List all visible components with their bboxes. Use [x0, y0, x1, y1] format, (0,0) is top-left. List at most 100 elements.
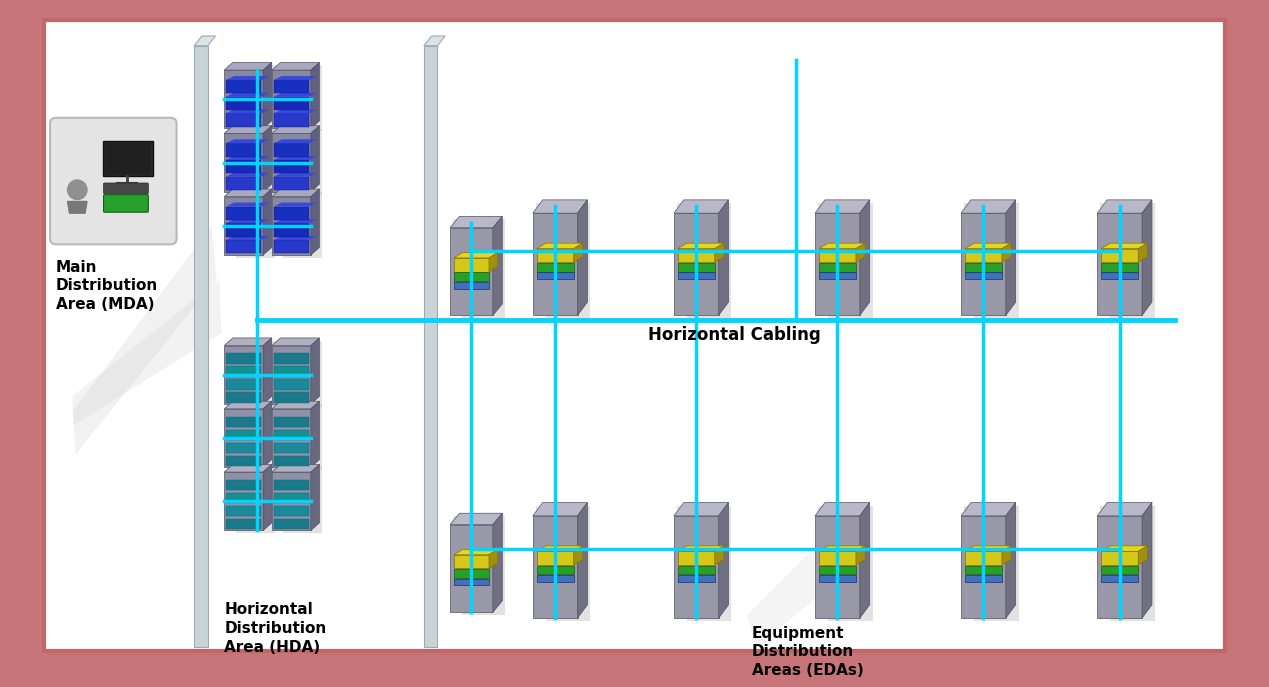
Polygon shape: [227, 404, 274, 470]
FancyBboxPatch shape: [272, 409, 311, 467]
Polygon shape: [1003, 243, 1011, 262]
FancyBboxPatch shape: [819, 575, 855, 582]
FancyBboxPatch shape: [225, 70, 263, 128]
FancyBboxPatch shape: [1101, 249, 1138, 262]
FancyBboxPatch shape: [226, 442, 261, 453]
Polygon shape: [227, 467, 274, 533]
Circle shape: [67, 180, 88, 199]
FancyBboxPatch shape: [815, 213, 860, 315]
FancyBboxPatch shape: [103, 141, 154, 176]
FancyBboxPatch shape: [274, 506, 308, 516]
Polygon shape: [453, 516, 505, 615]
FancyBboxPatch shape: [226, 379, 261, 390]
FancyBboxPatch shape: [274, 160, 308, 173]
FancyBboxPatch shape: [272, 472, 311, 530]
FancyBboxPatch shape: [1098, 516, 1142, 618]
Polygon shape: [815, 503, 869, 516]
FancyBboxPatch shape: [819, 273, 855, 279]
Polygon shape: [747, 547, 825, 647]
FancyBboxPatch shape: [104, 183, 148, 194]
Polygon shape: [274, 219, 317, 223]
FancyBboxPatch shape: [274, 113, 308, 127]
FancyBboxPatch shape: [44, 21, 1225, 651]
FancyBboxPatch shape: [537, 551, 574, 565]
Text: Equipment
Distribution
Areas (EDAs): Equipment Distribution Areas (EDAs): [751, 626, 863, 678]
FancyBboxPatch shape: [226, 392, 261, 403]
Polygon shape: [714, 243, 725, 262]
FancyBboxPatch shape: [1101, 273, 1138, 279]
FancyBboxPatch shape: [226, 429, 261, 440]
Polygon shape: [263, 401, 272, 467]
Polygon shape: [263, 126, 272, 192]
Polygon shape: [226, 76, 269, 80]
Polygon shape: [1006, 200, 1015, 315]
FancyBboxPatch shape: [226, 160, 261, 173]
FancyBboxPatch shape: [678, 565, 714, 574]
Polygon shape: [718, 200, 728, 315]
Polygon shape: [272, 338, 320, 346]
Polygon shape: [274, 236, 317, 240]
FancyBboxPatch shape: [819, 551, 855, 565]
Polygon shape: [577, 200, 588, 315]
FancyBboxPatch shape: [274, 97, 308, 110]
FancyBboxPatch shape: [104, 194, 148, 212]
FancyBboxPatch shape: [274, 493, 308, 503]
FancyBboxPatch shape: [226, 480, 261, 491]
Polygon shape: [311, 401, 320, 467]
Polygon shape: [450, 216, 503, 228]
FancyBboxPatch shape: [226, 366, 261, 376]
FancyBboxPatch shape: [678, 551, 714, 565]
Polygon shape: [678, 243, 725, 249]
Polygon shape: [67, 201, 88, 213]
FancyBboxPatch shape: [226, 223, 261, 236]
FancyBboxPatch shape: [454, 578, 489, 585]
FancyBboxPatch shape: [274, 379, 308, 390]
FancyBboxPatch shape: [274, 177, 308, 190]
FancyBboxPatch shape: [1101, 263, 1138, 272]
FancyBboxPatch shape: [274, 416, 308, 427]
FancyBboxPatch shape: [454, 555, 489, 568]
FancyBboxPatch shape: [272, 70, 311, 128]
Polygon shape: [275, 128, 322, 194]
FancyBboxPatch shape: [450, 525, 492, 612]
Polygon shape: [1101, 243, 1147, 249]
FancyBboxPatch shape: [819, 263, 855, 272]
FancyBboxPatch shape: [274, 80, 308, 93]
FancyBboxPatch shape: [272, 196, 311, 255]
Polygon shape: [1142, 503, 1152, 618]
FancyBboxPatch shape: [533, 516, 577, 618]
FancyBboxPatch shape: [226, 493, 261, 503]
FancyBboxPatch shape: [961, 516, 1006, 618]
Polygon shape: [1003, 546, 1011, 565]
FancyBboxPatch shape: [537, 565, 574, 574]
FancyBboxPatch shape: [274, 366, 308, 376]
Polygon shape: [492, 513, 503, 612]
Polygon shape: [536, 506, 590, 621]
Polygon shape: [263, 63, 272, 128]
Polygon shape: [714, 546, 725, 565]
Polygon shape: [1100, 506, 1155, 621]
FancyBboxPatch shape: [226, 416, 261, 427]
Polygon shape: [676, 506, 731, 621]
Polygon shape: [226, 172, 269, 177]
Polygon shape: [860, 200, 869, 315]
Polygon shape: [489, 550, 497, 568]
FancyBboxPatch shape: [226, 353, 261, 363]
FancyBboxPatch shape: [533, 213, 577, 315]
FancyBboxPatch shape: [961, 213, 1006, 315]
Polygon shape: [227, 65, 274, 131]
Polygon shape: [674, 503, 728, 516]
Polygon shape: [275, 65, 322, 131]
Text: Horizontal
Distribution
Area (HDA): Horizontal Distribution Area (HDA): [225, 602, 326, 655]
FancyBboxPatch shape: [678, 273, 714, 279]
FancyBboxPatch shape: [274, 392, 308, 403]
Polygon shape: [819, 546, 865, 551]
Polygon shape: [964, 546, 1011, 551]
FancyBboxPatch shape: [104, 143, 151, 174]
FancyBboxPatch shape: [226, 506, 261, 516]
Polygon shape: [226, 236, 269, 240]
Polygon shape: [226, 93, 269, 97]
Polygon shape: [311, 126, 320, 192]
FancyBboxPatch shape: [226, 177, 261, 190]
Polygon shape: [718, 503, 728, 618]
